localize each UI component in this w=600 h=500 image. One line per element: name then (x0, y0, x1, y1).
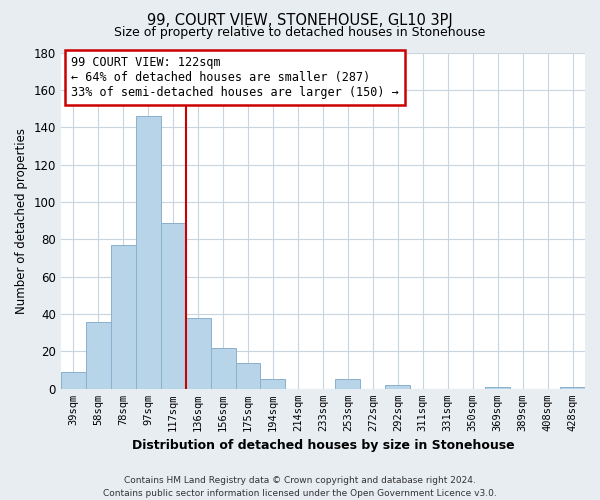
Bar (236, 362, 260, 389)
Text: 99 COURT VIEW: 122sqm
← 64% of detached houses are smaller (287)
33% of semi-det: 99 COURT VIEW: 122sqm ← 64% of detached … (71, 56, 399, 99)
Bar (86, 322, 111, 389)
Bar (136, 116, 161, 389)
Text: Contains HM Land Registry data © Crown copyright and database right 2024.
Contai: Contains HM Land Registry data © Crown c… (103, 476, 497, 498)
X-axis label: Distribution of detached houses by size in Stonehouse: Distribution of detached houses by size … (131, 440, 514, 452)
Bar (211, 348, 236, 389)
Text: 99, COURT VIEW, STONEHOUSE, GL10 3PJ: 99, COURT VIEW, STONEHOUSE, GL10 3PJ (147, 12, 453, 28)
Y-axis label: Number of detached properties: Number of detached properties (15, 128, 28, 314)
Bar (185, 318, 211, 389)
Bar (335, 380, 361, 389)
Bar (61, 372, 86, 389)
Bar (385, 385, 410, 389)
Bar (485, 387, 510, 389)
Bar (111, 245, 136, 389)
Bar (560, 387, 585, 389)
Text: Size of property relative to detached houses in Stonehouse: Size of property relative to detached ho… (115, 26, 485, 39)
Bar (260, 380, 286, 389)
Bar (161, 222, 185, 389)
